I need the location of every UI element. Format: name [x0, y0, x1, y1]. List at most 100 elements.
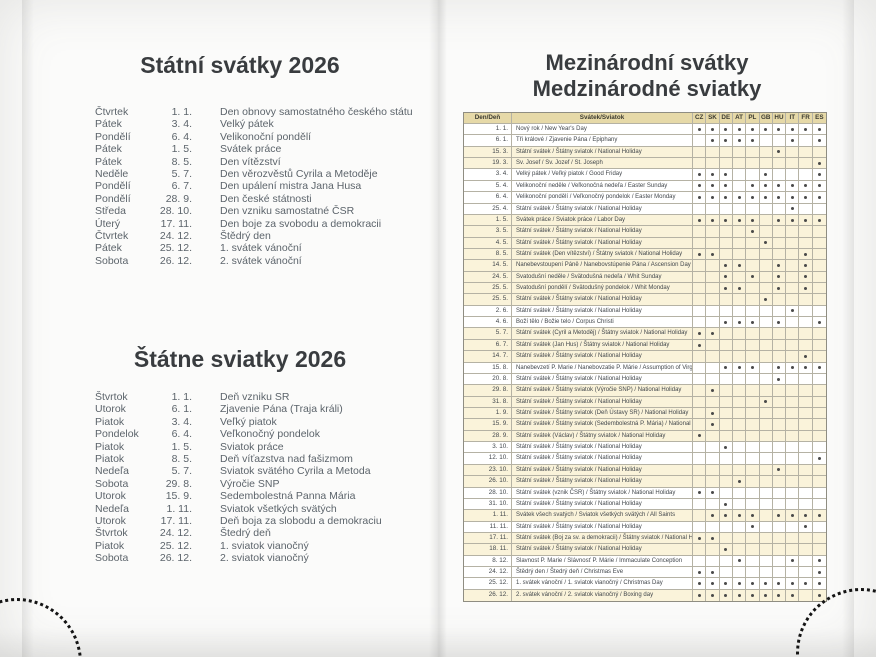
mark-cell-fr: [799, 487, 813, 498]
holiday-dot-icon: [777, 150, 781, 154]
holiday-dot-icon: [777, 263, 781, 267]
holiday-dot-icon: [724, 275, 728, 279]
mark-cell-gb: [760, 385, 773, 396]
holiday-date: 8. 5.: [171, 155, 192, 168]
holiday-list-row: Pátek 8. 5. Den vítězství: [30, 156, 437, 168]
holiday-name: Sviatok všetkých svätých: [220, 502, 337, 515]
holiday-dot-icon: [697, 184, 701, 188]
mark-cell-hu: [773, 510, 787, 521]
table-row: 29. 8. Státní svátek / Štátny sviatok (Vý…: [464, 385, 826, 397]
mark-cell-es: [813, 499, 826, 509]
holiday-name-cell: Nanebevstoupení Páně / Nanebovstúpenie P…: [512, 260, 694, 271]
table-row: 6. 7. Státní svátek (Jan Hus) / Štátny sv…: [464, 339, 826, 352]
mark-cell-gb: [760, 419, 773, 430]
mark-cell-it: [786, 442, 800, 453]
holiday-list-row: Pátek 25. 12. 1. svátek vánoční: [30, 242, 437, 254]
mark-cell-cz: [693, 419, 707, 430]
table-row: 5. 4. Velikonoční neděle / Veľkonočná ned…: [464, 180, 826, 193]
holiday-day: Pátek: [95, 242, 122, 255]
holiday-day: Pátek: [95, 155, 122, 168]
mark-cell-es: [813, 510, 826, 520]
holiday-day: Pátek: [95, 118, 122, 131]
mark-cell-fr: [799, 510, 813, 521]
mark-cell-de: [720, 146, 733, 158]
mark-cell-cz: [693, 180, 707, 192]
mark-cell-cz: [693, 464, 707, 476]
holiday-date-cell: 18. 11.: [464, 544, 512, 555]
mark-cell-cz: [693, 317, 707, 328]
mark-cell-de: [720, 271, 733, 283]
holiday-dot-icon: [697, 343, 701, 347]
mark-cell-at: [733, 555, 747, 567]
holiday-dot-icon: [790, 195, 794, 199]
holiday-date-cell: 24. 12.: [464, 567, 512, 578]
holiday-dot-icon: [737, 139, 741, 143]
mark-cell-at: [733, 510, 747, 521]
mark-cell-at: [733, 419, 747, 430]
mark-cell-cz: [693, 146, 707, 158]
mark-cell-de: [720, 328, 733, 339]
mark-cell-at: [733, 226, 747, 237]
mark-cell-pl: [746, 146, 760, 158]
holiday-name-cell: Státní svátek / Štátny sviatok (Výročie …: [512, 385, 694, 396]
holiday-date-cell: 19. 3.: [464, 158, 512, 169]
holiday-dot-icon: [777, 127, 781, 131]
mark-cell-fr: [799, 464, 813, 476]
holiday-dot-icon: [777, 593, 781, 597]
mark-cell-sk: [706, 260, 720, 271]
column-gap: [192, 416, 220, 428]
table-row: 4. 5. Státní svátek / Štátny sviatok / Na…: [464, 237, 826, 249]
holiday-dot-icon: [724, 218, 728, 222]
mark-cell-pl: [746, 544, 760, 555]
mark-cell-gb: [760, 396, 773, 407]
holiday-dot-icon: [697, 582, 701, 586]
mark-cell-es: [813, 181, 826, 191]
mark-cell-pl: [746, 226, 760, 237]
mark-cell-it: [786, 237, 800, 248]
holiday-dot-icon: [790, 559, 794, 563]
holiday-dot-icon: [737, 366, 741, 370]
holiday-dot-icon: [737, 286, 741, 290]
holiday-name-cell: Státní svátek / Štátny sviatok / Nationa…: [512, 544, 694, 555]
holiday-date-cell: 5. 7.: [464, 328, 512, 339]
mark-cell-fr: [799, 476, 813, 487]
holiday-date-cell: 28. 9.: [464, 430, 512, 442]
holiday-name: Den upálení mistra Jana Husa: [220, 180, 362, 193]
mark-cell-de: [720, 544, 733, 555]
holiday-dot-icon: [724, 195, 728, 199]
holiday-list-row: Sobota 29. 8. Výročie SNP: [30, 478, 437, 490]
mark-cell-gb: [760, 589, 773, 602]
mark-cell-pl: [746, 589, 760, 602]
holiday-dot-icon: [724, 173, 728, 177]
holiday-date-cell: 3. 5.: [464, 226, 512, 237]
mark-cell-cz: [693, 362, 707, 373]
mark-cell-sk: [706, 362, 720, 373]
holiday-name-cell: Státní svátek / Štátny sviatok (Deň Ústa…: [512, 407, 694, 419]
mark-cell-pl: [746, 305, 760, 317]
table-row: 20. 8. Státní svátek / Štátny sviatok / N…: [464, 373, 826, 386]
header-country-gb: GB: [760, 113, 773, 123]
holiday-dot-icon: [804, 354, 808, 358]
mark-cell-fr: [799, 544, 813, 555]
mark-cell-cz: [693, 396, 707, 407]
mark-cell-gb: [760, 317, 773, 328]
mark-cell-sk: [706, 192, 720, 203]
holiday-dot-icon: [790, 139, 794, 143]
mark-cell-gb: [760, 328, 773, 339]
holiday-date-cell: 6. 4.: [464, 192, 512, 203]
mark-cell-es: [813, 204, 826, 214]
mark-cell-it: [786, 283, 800, 294]
holiday-name: Den vítězství: [220, 155, 281, 168]
holiday-date-cell: 4. 6.: [464, 317, 512, 328]
mark-cell-sk: [706, 567, 720, 578]
column-gap: [192, 230, 220, 242]
holiday-dot-icon: [804, 513, 808, 517]
mark-cell-es: [813, 272, 826, 282]
mark-cell-it: [786, 260, 800, 271]
mark-cell-hu: [773, 226, 787, 237]
holiday-name: Den obnovy samostatného českého státu: [220, 106, 413, 118]
holiday-dot-icon: [710, 173, 714, 177]
mark-cell-sk: [706, 203, 720, 214]
mark-cell-pl: [746, 362, 760, 373]
holiday-dot-icon: [804, 525, 808, 529]
